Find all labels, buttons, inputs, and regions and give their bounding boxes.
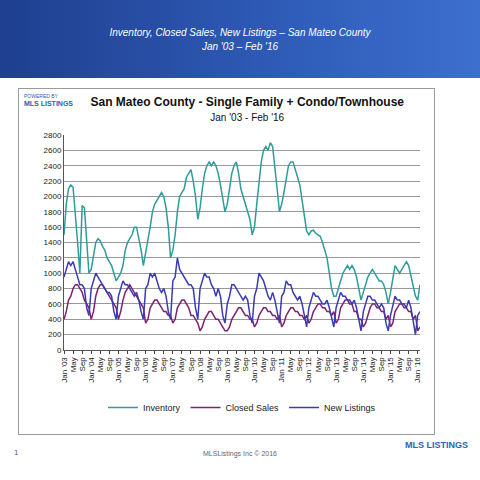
- svg-text:May: May: [341, 357, 350, 372]
- svg-text:May: May: [314, 357, 323, 372]
- svg-text:Jan '04: Jan '04: [87, 357, 96, 383]
- svg-text:Inventory: Inventory: [143, 403, 181, 413]
- svg-text:Jan '16: Jan '16: [413, 357, 422, 383]
- svg-text:May: May: [259, 357, 268, 372]
- svg-text:New Listings: New Listings: [324, 403, 376, 413]
- svg-text:Sep: Sep: [105, 357, 114, 372]
- svg-text:2400: 2400: [44, 162, 62, 171]
- svg-text:1600: 1600: [44, 223, 62, 232]
- svg-text:May: May: [286, 357, 295, 372]
- svg-text:San Mateo County - Single Fami: San Mateo County - Single Family + Condo…: [91, 95, 405, 124]
- html-text:MLSListings Inc © 2016: MLSListings Inc © 2016: [203, 450, 277, 457]
- svg-text:May: May: [123, 357, 132, 372]
- svg-text:May: May: [96, 357, 105, 372]
- svg-text:1400: 1400: [44, 238, 62, 247]
- svg-text:Sep: Sep: [377, 357, 386, 372]
- svg-text:Sep: Sep: [214, 357, 223, 372]
- svg-text:Sep: Sep: [159, 357, 168, 372]
- svg-text:2800: 2800: [44, 131, 62, 140]
- svg-text:Sep: Sep: [268, 357, 277, 372]
- svg-text:May: May: [205, 357, 214, 372]
- svg-text:800: 800: [48, 284, 62, 293]
- svg-text:Jan '07: Jan '07: [168, 357, 177, 383]
- html-text:MLS LISTINGS: MLS LISTINGS: [405, 440, 468, 450]
- svg-text:1200: 1200: [44, 254, 62, 263]
- svg-text:Jan '03: Jan '03: [60, 357, 69, 383]
- svg-text:2000: 2000: [44, 192, 62, 201]
- svg-text:Sep: Sep: [241, 357, 250, 372]
- html-text:MLS LISTINGS: MLS LISTINGS: [24, 100, 73, 107]
- svg-text:May: May: [368, 357, 377, 372]
- svg-text:Sep: Sep: [132, 357, 141, 372]
- svg-text:Sep: Sep: [404, 357, 413, 372]
- svg-text:Sep: Sep: [295, 357, 304, 372]
- svg-text:May: May: [232, 357, 241, 372]
- svg-text:Jan '11: Jan '11: [277, 357, 286, 383]
- svg-text:Jan '13: Jan '13: [332, 357, 341, 383]
- html-text:1: 1: [14, 448, 19, 457]
- svg-text:Sep: Sep: [350, 357, 359, 372]
- svg-text:200: 200: [48, 330, 62, 339]
- svg-text:Jan '14: Jan '14: [359, 357, 368, 383]
- svg-text:Jan '09: Jan '09: [223, 357, 232, 383]
- svg-text:0: 0: [57, 346, 62, 355]
- svg-text:May: May: [69, 357, 78, 372]
- svg-text:Closed Sales: Closed Sales: [226, 403, 280, 413]
- svg-text:Jan '08: Jan '08: [196, 357, 205, 383]
- svg-text:Sep: Sep: [323, 357, 332, 372]
- svg-text:May: May: [150, 357, 159, 372]
- svg-text:2600: 2600: [44, 146, 62, 155]
- svg-text:1000: 1000: [44, 269, 62, 278]
- svg-text:2200: 2200: [44, 177, 62, 186]
- svg-text:Jan '05: Jan '05: [114, 357, 123, 383]
- svg-text:May: May: [395, 357, 404, 372]
- svg-text:Jan '12: Jan '12: [304, 357, 313, 383]
- svg-text:400: 400: [48, 315, 62, 324]
- svg-text:600: 600: [48, 300, 62, 309]
- svg-text:Sep: Sep: [78, 357, 87, 372]
- svg-text:1800: 1800: [44, 208, 62, 217]
- svg-text:Jan '06: Jan '06: [141, 357, 150, 383]
- html-text:Jan '03 – Feb '16: Jan '03 – Feb '16: [202, 41, 278, 52]
- html-text:POWERED BY: POWERED BY: [24, 93, 58, 99]
- html-text:Inventory, Closed Sales, New L: Inventory, Closed Sales, New Listings – …: [109, 27, 371, 38]
- svg-text:Jan '10: Jan '10: [250, 357, 259, 383]
- svg-text:May: May: [178, 357, 187, 372]
- svg-text:Sep: Sep: [187, 357, 196, 372]
- svg-text:Jan '15: Jan '15: [386, 357, 395, 383]
